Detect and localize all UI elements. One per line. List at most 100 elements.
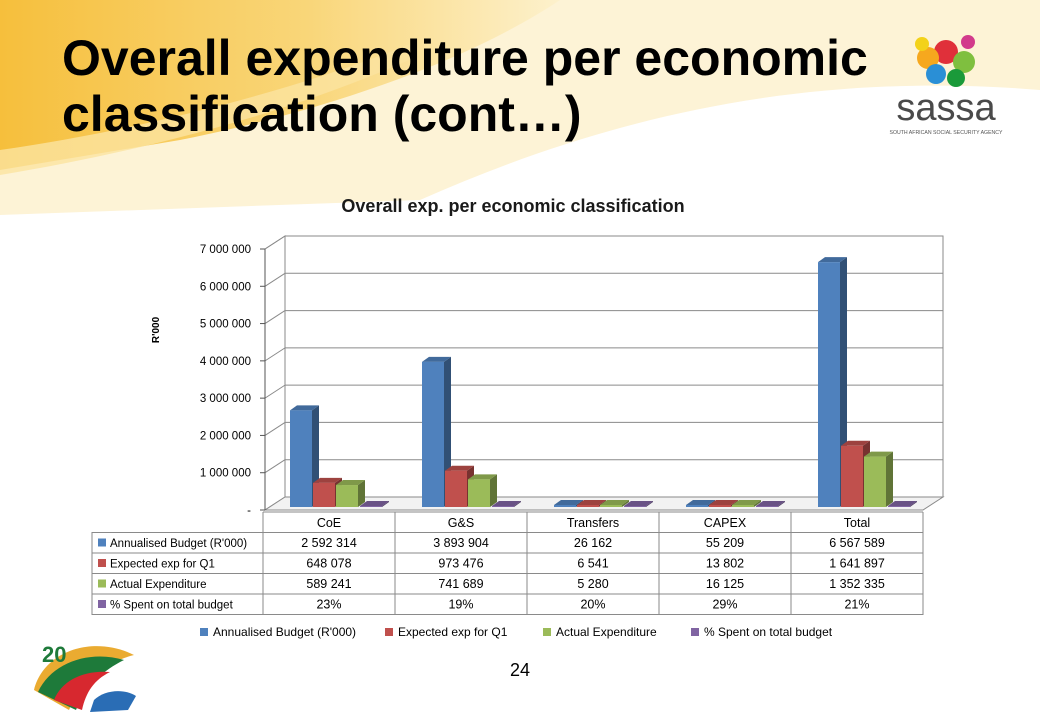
bar-front <box>336 485 358 507</box>
page-number: 24 <box>509 660 531 680</box>
legend-label: % Spent on total budget <box>704 625 833 639</box>
data-table: CoE G&S Transfers CAPEX Total Annualised Budg… <box>91 511 924 615</box>
bar-top <box>709 500 738 505</box>
bar-top <box>888 501 917 506</box>
bar-top <box>841 440 870 446</box>
y-tick-label: 4 000 000 <box>200 356 251 368</box>
data-label: 55 209 <box>706 536 744 550</box>
legend-label: Actual Expenditure <box>556 625 657 639</box>
bar-front <box>888 506 910 507</box>
bar-coe-series-4 <box>360 501 389 507</box>
bar-front <box>445 470 467 507</box>
bar-front <box>732 505 754 507</box>
bar-top <box>600 500 629 505</box>
bar-top <box>686 499 715 505</box>
twenty-years-freedom-logo: 20 <box>34 642 136 712</box>
bar-top <box>732 500 761 505</box>
bar-gs-series-4 <box>492 501 521 507</box>
series-row-label: % Spent on total budget <box>110 600 234 612</box>
bar-top <box>313 477 342 483</box>
bar-capex-series-3 <box>732 500 761 507</box>
bar-capex-series-4 <box>756 501 785 507</box>
bar-top <box>468 474 497 480</box>
data-label: 20% <box>580 598 605 612</box>
expenditure-chart: Overall exp. per economic classification… <box>91 196 945 639</box>
gridline-side <box>264 422 286 436</box>
bar-total-series-4 <box>888 501 917 507</box>
y-tick-label: 2 000 000 <box>200 430 251 442</box>
bar-top <box>445 465 474 471</box>
data-label: 19% <box>448 598 473 612</box>
data-label: 16 125 <box>706 577 744 591</box>
data-label: 23% <box>316 598 341 612</box>
gridline-side <box>264 272 286 287</box>
data-label: 1 641 897 <box>829 557 885 571</box>
bar-side <box>514 501 521 507</box>
plot-area: - 1 000 000 2 000 000 3 000 000 4 000 000 5 0… <box>200 235 945 517</box>
data-label: 741 689 <box>438 577 483 591</box>
y-axis-label: R'000 <box>151 316 162 343</box>
legend-item-4: % Spent on total budget <box>691 625 833 639</box>
legend-swatch <box>543 628 551 636</box>
bar-side <box>778 501 785 507</box>
bar-coe-series-3 <box>336 480 365 507</box>
bar-top <box>336 480 365 486</box>
bar-side <box>490 474 497 507</box>
data-label: 26 162 <box>574 536 612 550</box>
slide-title-line1: Overall expenditure per economic <box>62 30 868 86</box>
legend: Annualised Budget (R'000) Expected exp fo… <box>200 625 833 639</box>
bar-front <box>600 505 622 507</box>
legend-label: Annualised Budget (R'000) <box>213 625 356 639</box>
y-tick-label: - <box>247 505 251 517</box>
bar-front <box>468 479 490 507</box>
bar-front <box>841 445 863 507</box>
svg-text:20: 20 <box>42 642 66 667</box>
legend-item-3: Actual Expenditure <box>543 625 657 639</box>
bar-top <box>360 501 389 506</box>
gridline-side <box>264 384 286 399</box>
bar-gs-series-1 <box>422 356 451 507</box>
category-label: CoE <box>317 516 341 530</box>
data-label: 1 352 335 <box>829 577 885 591</box>
bar-transfers-series-3 <box>600 500 629 507</box>
gridline-side <box>264 235 286 250</box>
bar-top <box>554 500 583 505</box>
series-key-swatch <box>98 579 106 588</box>
bar-front <box>624 506 646 507</box>
gridline-side <box>264 310 286 324</box>
bar-top <box>624 501 653 506</box>
series-key-swatch <box>98 538 106 547</box>
bar-side <box>754 500 761 507</box>
bar-side <box>646 501 653 507</box>
bar-side <box>622 500 629 507</box>
category-label: Total <box>844 516 870 530</box>
category-label: G&S <box>448 516 474 530</box>
series-row-label: Annualised Budget (R'000) <box>110 538 247 550</box>
logo-wordmark: sassa <box>896 87 996 129</box>
data-label: 5 280 <box>577 577 608 591</box>
bar-front <box>313 482 335 507</box>
gridline-side <box>264 459 286 474</box>
legend-swatch <box>691 628 699 636</box>
legend-item-2: Expected exp for Q1 <box>385 625 508 639</box>
bar-gs-series-3 <box>468 474 497 507</box>
bar-top <box>577 500 606 505</box>
category-label: CAPEX <box>704 516 747 530</box>
data-label: 6 567 589 <box>829 536 885 550</box>
bar-front <box>577 505 599 507</box>
y-tick-label: 1 000 000 <box>200 468 251 480</box>
gridline-side <box>264 347 286 362</box>
bar-top <box>422 356 451 362</box>
bar-side <box>382 501 389 507</box>
legend-item-1: Annualised Budget (R'000) <box>200 625 356 639</box>
legend-swatch <box>200 628 208 636</box>
y-tick-label: 5 000 000 <box>200 319 251 331</box>
logo-tagline: SOUTH AFRICAN SOCIAL SECURITY AGENCY <box>890 130 1004 136</box>
bar-front <box>756 506 778 507</box>
bar-top <box>818 257 847 263</box>
y-tick-label: 3 000 000 <box>200 393 251 405</box>
data-label: 29% <box>712 598 737 612</box>
series-row-label: Actual Expenditure <box>110 579 207 591</box>
bar-front <box>554 505 576 507</box>
